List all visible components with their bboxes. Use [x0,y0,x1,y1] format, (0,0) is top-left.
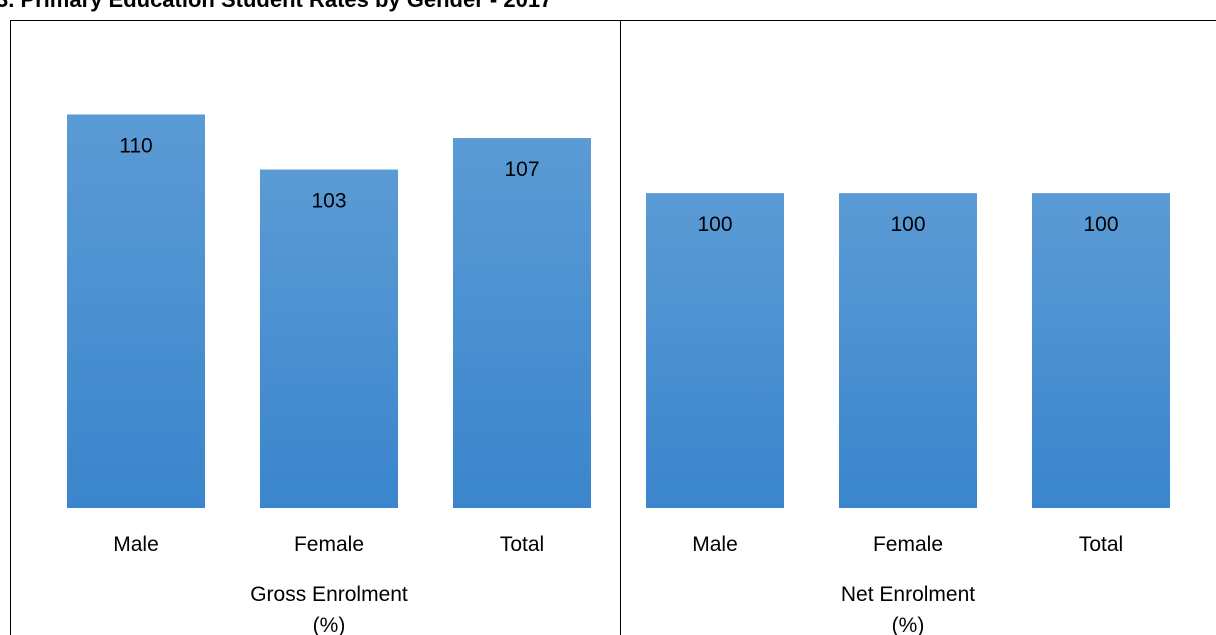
data-label: 107 [504,158,539,181]
group-label: Net Enrolment [841,583,975,606]
bar [839,193,977,508]
data-label: 100 [890,213,925,236]
x-tick-label: Male [692,533,738,556]
group-label: (%) [892,614,925,635]
bar [1032,193,1170,508]
x-tick-label: Female [873,533,943,556]
x-tick-label: Total [1079,533,1123,556]
x-tick-label: Total [500,533,544,556]
x-tick-label: Female [294,533,364,556]
data-label: 100 [1083,213,1118,236]
x-tick-label: Male [113,533,159,556]
group-label: Gross Enrolment [250,583,408,606]
bar [646,193,784,508]
bar [67,114,205,509]
data-label: 103 [311,190,346,213]
group-label: (%) [313,614,346,635]
data-label: 100 [697,213,732,236]
data-label: 110 [119,134,152,157]
bar [260,169,398,508]
chart-title: 3. Primary Education Student Rates by Ge… [0,0,552,12]
bar [453,138,591,508]
